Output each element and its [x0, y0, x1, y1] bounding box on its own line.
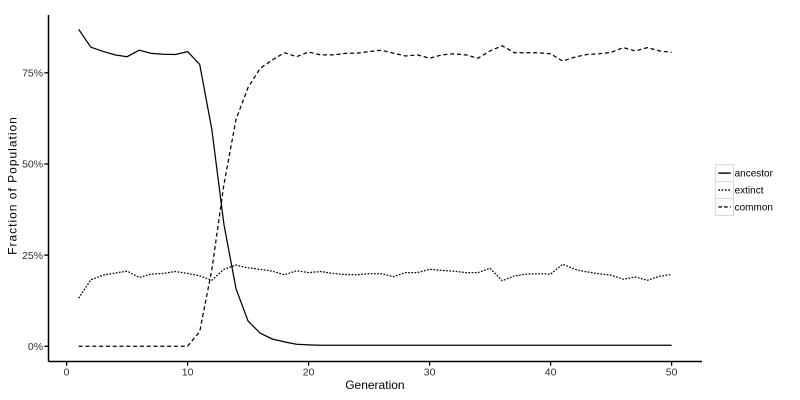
svg-text:30: 30 — [424, 367, 436, 379]
svg-text:40: 40 — [545, 367, 557, 379]
svg-text:extinct: extinct — [735, 186, 764, 197]
svg-text:Fraction of Population: Fraction of Population — [6, 116, 20, 255]
svg-text:0: 0 — [64, 367, 70, 379]
svg-text:ancestor: ancestor — [735, 169, 774, 180]
svg-text:20: 20 — [303, 367, 315, 379]
svg-text:common: common — [735, 203, 773, 214]
svg-text:75%: 75% — [22, 68, 43, 80]
svg-text:10: 10 — [182, 367, 194, 379]
svg-text:50%: 50% — [22, 159, 43, 171]
svg-text:Generation: Generation — [345, 378, 404, 392]
svg-text:0%: 0% — [28, 341, 43, 353]
svg-text:25%: 25% — [22, 250, 43, 262]
svg-text:50: 50 — [666, 367, 678, 379]
